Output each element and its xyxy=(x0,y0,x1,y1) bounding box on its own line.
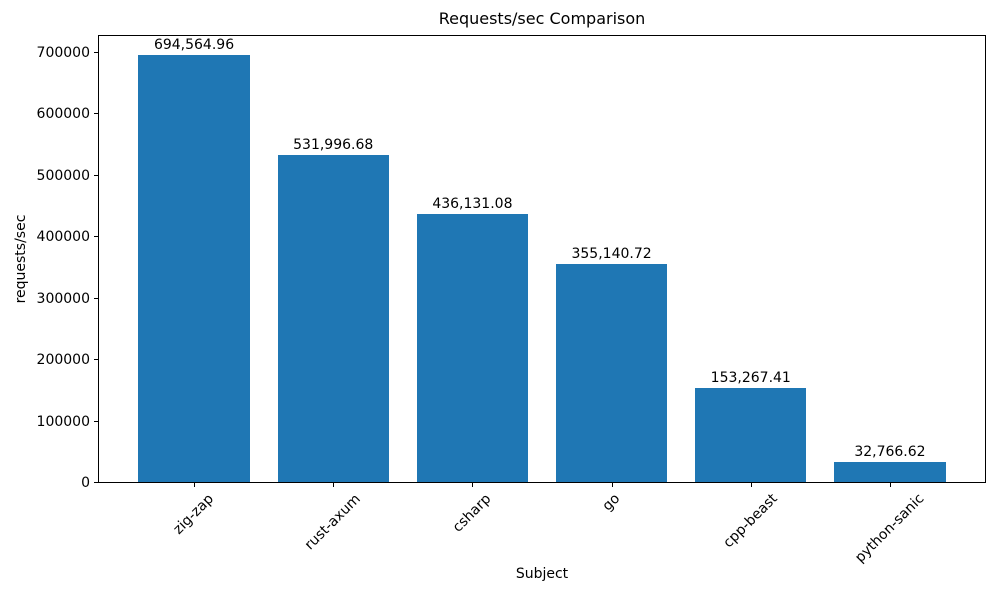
x-tick-mark xyxy=(472,483,474,487)
bar-csharp xyxy=(416,214,529,482)
x-tick-label: rust-axum xyxy=(301,491,364,554)
bar-value-label: 694,564.96 xyxy=(153,37,235,54)
bar-value-label: 531,996.68 xyxy=(293,137,374,154)
chart-title: Requests/sec Comparison xyxy=(438,9,646,28)
y-tick-mark xyxy=(94,297,98,299)
x-tick-mark xyxy=(750,483,752,487)
x-axis-label: Subject xyxy=(515,566,569,582)
y-tick-label: 0 xyxy=(81,475,90,491)
x-tick-mark xyxy=(194,483,196,487)
bar-go xyxy=(555,263,668,482)
bar-cpp-beast xyxy=(695,387,807,482)
y-axis-label: requests/sec xyxy=(13,214,29,304)
y-tick-mark xyxy=(94,113,98,115)
y-tick-label: 200000 xyxy=(36,352,90,369)
y-tick-label: 700000 xyxy=(36,44,90,61)
x-tick-label: cpp-beast xyxy=(720,490,781,552)
x-tick-label: zig-zap xyxy=(170,491,218,538)
bar-value-label: 153,267.41 xyxy=(710,369,791,386)
x-tick-label: csharp xyxy=(449,490,495,536)
x-tick-label: python-sanic xyxy=(852,490,928,566)
y-tick-mark xyxy=(94,482,98,483)
y-tick-mark xyxy=(94,174,98,176)
x-tick-mark xyxy=(333,483,335,487)
bar-zig-zap xyxy=(138,55,250,482)
bar-python-sanic xyxy=(834,461,946,482)
y-tick-label: 400000 xyxy=(36,229,90,246)
plot-area xyxy=(98,35,986,483)
y-tick-mark xyxy=(94,236,98,238)
bar-value-label: 436,131.08 xyxy=(432,196,513,213)
x-tick-label: go xyxy=(599,490,624,515)
y-tick-mark xyxy=(94,51,98,53)
x-tick-mark xyxy=(611,483,613,487)
y-tick-label: 500000 xyxy=(36,167,90,184)
bar-value-label: 32,766.62 xyxy=(854,443,926,460)
y-tick-label: 100000 xyxy=(36,413,90,430)
bar-rust-axum xyxy=(277,155,389,482)
bar-value-label: 355,140.72 xyxy=(571,245,652,262)
y-tick-label: 600000 xyxy=(36,106,90,123)
y-tick-mark xyxy=(94,359,98,361)
y-tick-label: 300000 xyxy=(36,290,90,307)
x-tick-mark xyxy=(889,483,891,487)
y-tick-mark xyxy=(94,420,98,422)
